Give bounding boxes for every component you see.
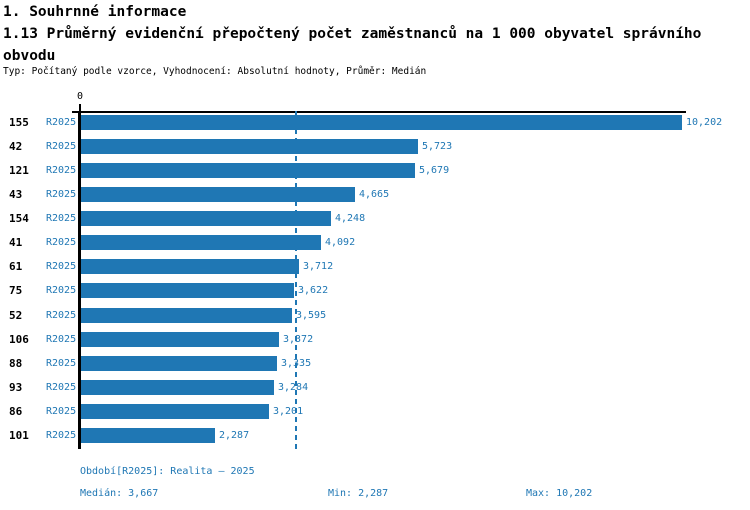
category-label: 61 bbox=[9, 260, 23, 273]
chart-subtitle: Typ: Počítaný podle vzorce, Vyhodnocení:… bbox=[3, 66, 427, 77]
category-label: 43 bbox=[9, 188, 23, 201]
value-label: 3,622 bbox=[298, 285, 329, 296]
bar bbox=[81, 235, 322, 250]
value-label: 3,284 bbox=[278, 382, 309, 393]
value-label: 3,595 bbox=[296, 310, 327, 321]
x-axis-line bbox=[72, 111, 686, 113]
series-label: R2025 bbox=[46, 334, 77, 345]
series-label: R2025 bbox=[46, 358, 77, 369]
y-axis-line bbox=[78, 111, 81, 449]
bar bbox=[81, 332, 279, 347]
x-axis-tick-mark bbox=[79, 104, 81, 112]
period-label: Období[R2025]: Realita – 2025 bbox=[80, 466, 255, 477]
bar bbox=[81, 308, 293, 323]
category-label: 86 bbox=[9, 405, 23, 418]
bar bbox=[81, 187, 356, 202]
bar bbox=[81, 356, 277, 371]
category-label: 106 bbox=[9, 333, 29, 346]
series-label: R2025 bbox=[46, 406, 77, 417]
series-label: R2025 bbox=[46, 165, 77, 176]
value-label: 3,201 bbox=[273, 406, 304, 417]
bar bbox=[81, 428, 215, 443]
series-label: R2025 bbox=[46, 310, 77, 321]
series-label: R2025 bbox=[46, 213, 77, 224]
value-label: 4,248 bbox=[335, 213, 366, 224]
value-label: 5,679 bbox=[419, 165, 450, 176]
bar bbox=[81, 259, 299, 274]
bar bbox=[81, 211, 331, 226]
value-label: 10,202 bbox=[686, 117, 723, 128]
value-label: 2,287 bbox=[219, 430, 250, 441]
bar bbox=[81, 404, 269, 419]
category-label: 41 bbox=[9, 236, 23, 249]
value-label: 4,092 bbox=[325, 237, 356, 248]
category-label: 93 bbox=[9, 381, 23, 394]
series-label: R2025 bbox=[46, 117, 77, 128]
value-label: 3,372 bbox=[283, 334, 314, 345]
category-label: 101 bbox=[9, 429, 29, 442]
value-label: 3,335 bbox=[281, 358, 312, 369]
value-label: 4,665 bbox=[359, 189, 390, 200]
value-label: 3,712 bbox=[303, 261, 334, 272]
category-label: 154 bbox=[9, 212, 29, 225]
series-label: R2025 bbox=[46, 430, 77, 441]
category-label: 75 bbox=[9, 284, 23, 297]
bar bbox=[81, 115, 682, 130]
bar bbox=[81, 163, 416, 178]
median-reference-line bbox=[295, 111, 298, 449]
bar bbox=[81, 283, 294, 298]
chart-title: 1.13 Průměrný evidenční přepočtený počet… bbox=[3, 26, 711, 64]
min-stat: Min: 2,287 bbox=[328, 488, 389, 499]
series-label: R2025 bbox=[46, 141, 77, 152]
series-label: R2025 bbox=[46, 261, 77, 272]
series-label: R2025 bbox=[46, 189, 77, 200]
category-label: 52 bbox=[9, 309, 23, 322]
section-title: 1. Souhrnné informace bbox=[3, 4, 187, 20]
category-label: 42 bbox=[9, 140, 23, 153]
series-label: R2025 bbox=[46, 237, 77, 248]
x-axis-tick-label: 0 bbox=[76, 91, 84, 102]
category-label: 88 bbox=[9, 357, 23, 370]
category-label: 121 bbox=[9, 164, 29, 177]
bar bbox=[81, 139, 418, 154]
median-stat: Medián: 3,667 bbox=[80, 488, 159, 499]
bar bbox=[81, 380, 274, 395]
value-label: 5,723 bbox=[422, 141, 453, 152]
max-stat: Max: 10,202 bbox=[526, 488, 593, 499]
category-label: 155 bbox=[9, 116, 29, 129]
series-label: R2025 bbox=[46, 285, 77, 296]
series-label: R2025 bbox=[46, 382, 77, 393]
